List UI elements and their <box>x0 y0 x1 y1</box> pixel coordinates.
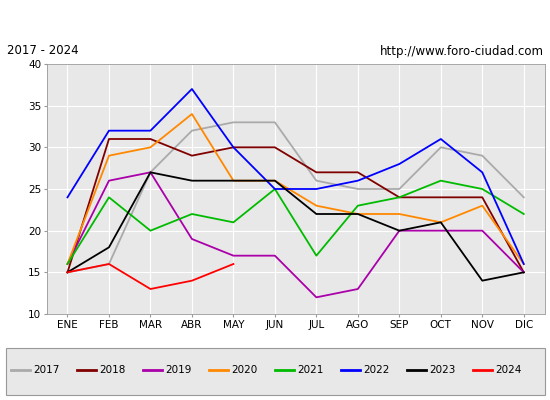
Text: 2019: 2019 <box>166 365 192 375</box>
Text: 2018: 2018 <box>100 365 126 375</box>
Text: 2024: 2024 <box>496 365 522 375</box>
Text: 2022: 2022 <box>364 365 390 375</box>
Text: 2021: 2021 <box>298 365 324 375</box>
Text: http://www.foro-ciudad.com: http://www.foro-ciudad.com <box>379 44 543 58</box>
Text: 2017: 2017 <box>34 365 60 375</box>
Text: Evolucion del paro registrado en Benatae: Evolucion del paro registrado en Benatae <box>123 12 427 28</box>
Text: 2023: 2023 <box>430 365 456 375</box>
Text: 2020: 2020 <box>232 365 258 375</box>
Text: 2017 - 2024: 2017 - 2024 <box>7 44 78 58</box>
FancyBboxPatch shape <box>6 348 544 395</box>
